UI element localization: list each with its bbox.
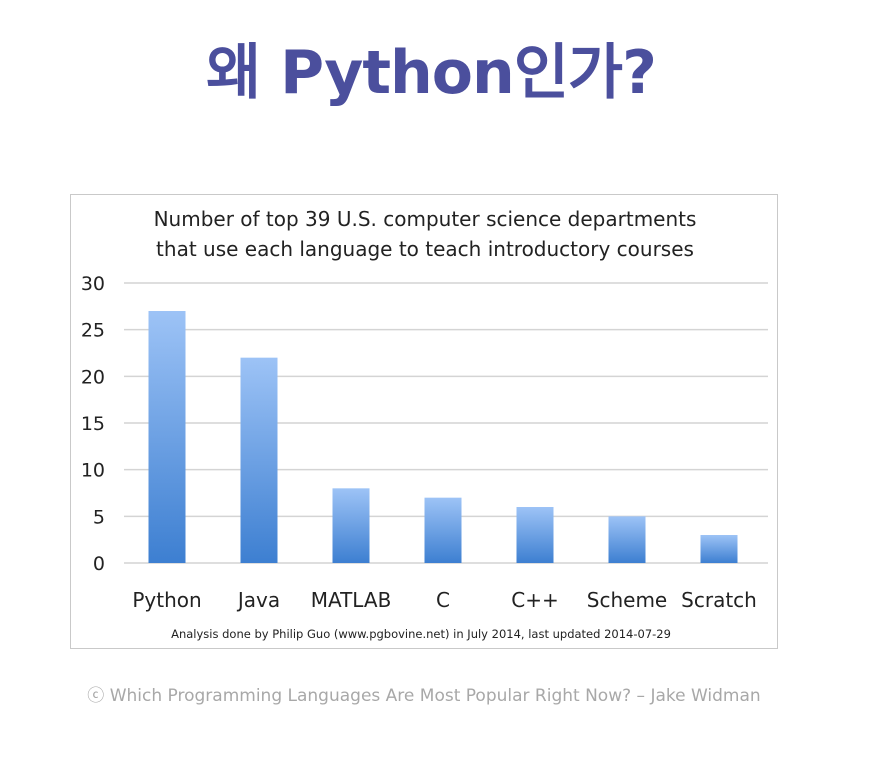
y-tick-label: 10 xyxy=(81,460,105,482)
slide-title: 왜 Python인가? xyxy=(206,38,657,108)
bars xyxy=(148,311,738,563)
y-tick-label: 0 xyxy=(93,553,105,575)
bar-java xyxy=(240,357,278,563)
y-axis-ticks: 0 5 10 15 20 25 30 xyxy=(81,273,105,575)
x-tick-label: C++ xyxy=(511,588,558,612)
bar-matlab xyxy=(332,488,370,563)
y-tick-label: 25 xyxy=(81,320,105,342)
bar-cpp xyxy=(516,507,554,563)
y-tick-label: 15 xyxy=(81,413,105,435)
x-tick-label: Python xyxy=(132,588,201,612)
y-tick-label: 30 xyxy=(81,273,105,295)
x-tick-label: Scheme xyxy=(587,588,667,612)
x-tick-label: C xyxy=(436,588,450,612)
x-axis-labels: Python Java MATLAB C C++ Scheme Scratch xyxy=(132,588,757,612)
source-caption: ⓒ Which Programming Languages Are Most P… xyxy=(87,686,761,706)
y-tick-label: 20 xyxy=(81,366,105,388)
bar-c xyxy=(424,497,462,563)
bar-scratch xyxy=(700,535,738,563)
analysis-note: Analysis done by Philip Guo (www.pgbovin… xyxy=(171,627,671,641)
gridlines xyxy=(124,282,768,564)
x-tick-label: Scratch xyxy=(681,588,757,612)
chart-frame: Number of top 39 U.S. computer science d… xyxy=(70,194,778,649)
y-tick-label: 5 xyxy=(93,506,105,528)
x-tick-label: Java xyxy=(236,588,280,612)
bar-chart: Number of top 39 U.S. computer science d… xyxy=(81,207,768,641)
chart-title-line-2: that use each language to teach introduc… xyxy=(156,237,694,261)
bar-python xyxy=(148,311,186,563)
chart-title-line-1: Number of top 39 U.S. computer science d… xyxy=(154,207,697,231)
x-tick-label: MATLAB xyxy=(311,588,392,612)
bar-scheme xyxy=(608,516,646,563)
